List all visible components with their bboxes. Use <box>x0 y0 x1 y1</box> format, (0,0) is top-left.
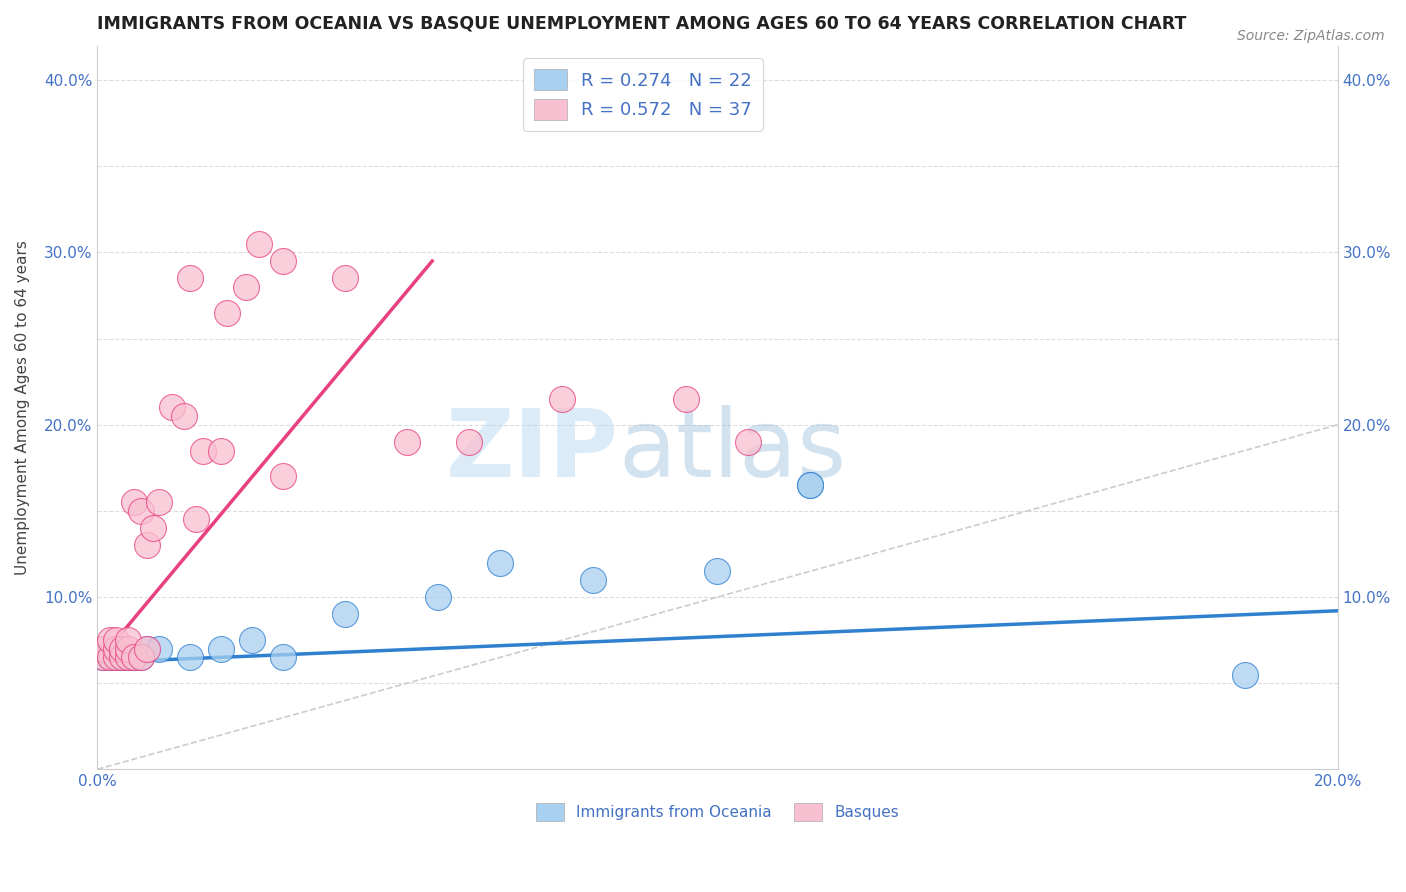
Text: atlas: atlas <box>619 405 846 497</box>
Point <box>271 469 294 483</box>
Point <box>93 650 115 665</box>
Point <box>582 573 605 587</box>
Point <box>799 478 821 492</box>
Point <box>675 392 697 406</box>
Point <box>117 641 139 656</box>
Point <box>111 650 134 665</box>
Point <box>706 564 728 578</box>
Text: IMMIGRANTS FROM OCEANIA VS BASQUE UNEMPLOYMENT AMONG AGES 60 TO 64 YEARS CORRELA: IMMIGRANTS FROM OCEANIA VS BASQUE UNEMPL… <box>97 15 1187 33</box>
Point <box>209 641 232 656</box>
Point <box>191 443 214 458</box>
Point <box>335 271 357 285</box>
Point <box>271 254 294 268</box>
Point <box>148 495 170 509</box>
Point <box>458 434 481 449</box>
Point <box>117 650 139 665</box>
Point <box>173 409 195 423</box>
Point <box>160 401 183 415</box>
Point <box>186 512 208 526</box>
Point <box>117 650 139 665</box>
Point <box>135 538 157 552</box>
Point <box>111 641 134 656</box>
Point <box>240 633 263 648</box>
Point <box>271 650 294 665</box>
Point <box>489 556 512 570</box>
Point <box>98 650 121 665</box>
Point <box>129 650 152 665</box>
Y-axis label: Unemployment Among Ages 60 to 64 years: Unemployment Among Ages 60 to 64 years <box>15 240 30 575</box>
Point <box>247 236 270 251</box>
Point <box>98 633 121 648</box>
Point <box>179 271 201 285</box>
Point <box>129 650 152 665</box>
Point <box>104 641 127 656</box>
Point <box>135 641 157 656</box>
Point <box>427 590 450 604</box>
Point <box>117 633 139 648</box>
Point <box>111 650 134 665</box>
Point <box>129 504 152 518</box>
Point <box>104 650 127 665</box>
Point <box>396 434 419 449</box>
Point <box>235 280 257 294</box>
Point <box>93 650 115 665</box>
Legend: Immigrants from Oceania, Basques: Immigrants from Oceania, Basques <box>530 797 905 827</box>
Point <box>104 633 127 648</box>
Point <box>217 306 239 320</box>
Point <box>551 392 574 406</box>
Point <box>209 443 232 458</box>
Point <box>179 650 201 665</box>
Point <box>799 478 821 492</box>
Point <box>737 434 759 449</box>
Point <box>124 650 146 665</box>
Point <box>104 641 127 656</box>
Point <box>124 650 146 665</box>
Point <box>135 641 157 656</box>
Text: Source: ZipAtlas.com: Source: ZipAtlas.com <box>1237 29 1385 43</box>
Point <box>1233 667 1256 681</box>
Point <box>142 521 165 535</box>
Point <box>335 607 357 622</box>
Point <box>148 641 170 656</box>
Point <box>93 641 115 656</box>
Point <box>104 650 127 665</box>
Point <box>124 495 146 509</box>
Text: ZIP: ZIP <box>446 405 619 497</box>
Point <box>98 650 121 665</box>
